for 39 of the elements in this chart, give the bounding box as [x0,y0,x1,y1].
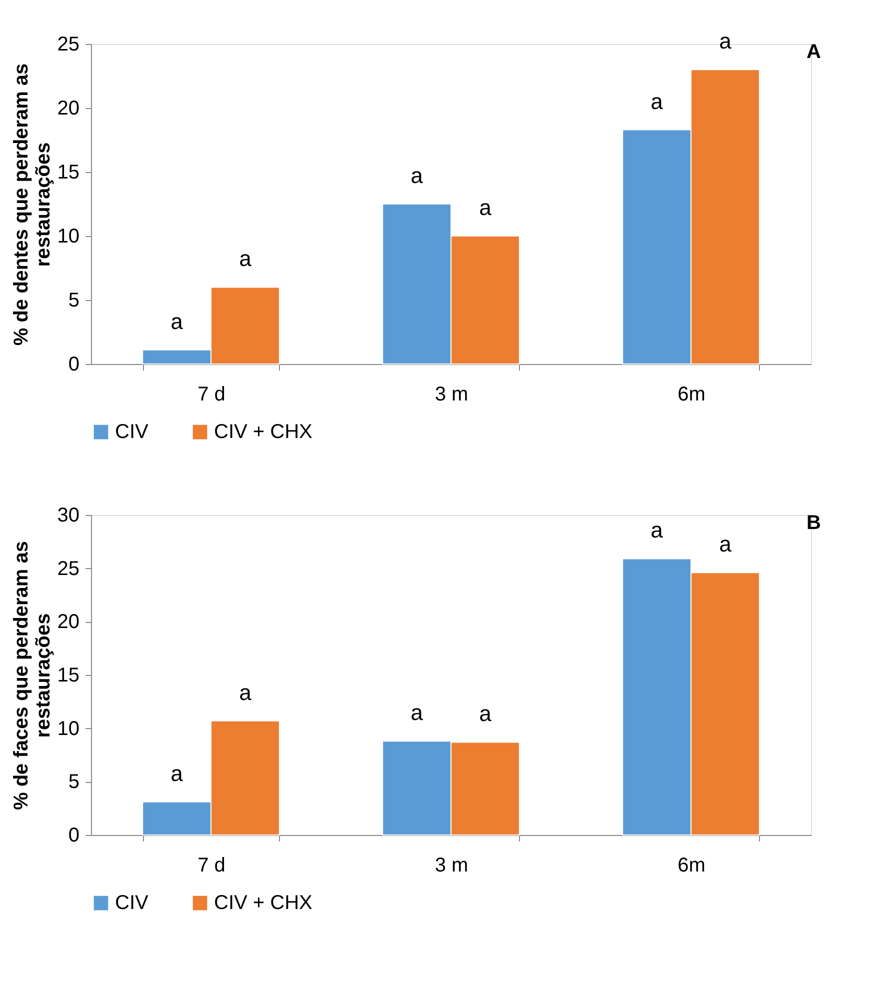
y-tick-label: 15 [57,664,80,686]
legend-label: CIV [115,421,149,444]
y-tick-label: 25 [57,558,80,580]
y-tick-label: 10 [57,226,80,248]
annotation: a [170,760,184,786]
y-tick-label: 10 [57,718,80,740]
legend-label: CIV + CHX [214,421,312,444]
y-tick-label: 5 [68,290,80,312]
annotation: a [719,28,732,54]
annotation: a [239,680,252,705]
x-tick-label: 7 d [198,854,226,876]
annotation: a [410,163,424,188]
x-tick-label: 7 d [198,384,226,406]
annotation: a [239,246,252,272]
annotation: a [410,700,424,726]
y-axis-title: % de faces que perderam as restaurações [10,540,54,810]
y-tick-label: 20 [57,611,80,634]
annotation: a [650,88,664,114]
y-tick-label: 20 [57,98,80,120]
annotation: B [806,512,821,534]
x-tick-label: 3 m [434,854,468,876]
y-axis-title: % de dentes que perderam as restaurações [10,63,54,346]
y-tick-label: 5 [68,771,80,794]
annotation: a [719,532,732,557]
legend-label: CIV [115,892,149,914]
annotation: a [650,518,664,543]
y-tick-label: 30 [57,504,80,526]
x-tick-label: 6m [678,854,706,876]
y-tick-label: 0 [68,354,80,376]
annotation: a [479,701,492,726]
y-tick-label: 15 [57,162,80,184]
y-tick-label: 0 [68,824,80,846]
annotation: a [170,308,184,334]
annotation: a [479,195,492,220]
x-tick-label: 6m [678,384,706,406]
legend-label: CIV + CHX [214,892,312,914]
y-tick-label: 25 [57,34,80,56]
x-tick-label: 3 m [434,384,468,406]
annotation: A [806,41,821,63]
